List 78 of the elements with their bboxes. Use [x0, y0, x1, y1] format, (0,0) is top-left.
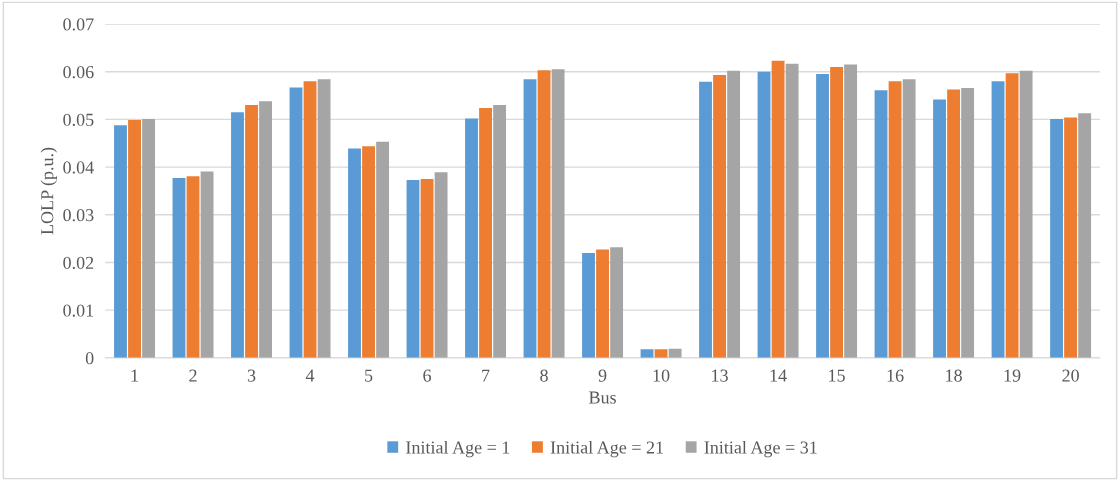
bar: [844, 64, 858, 358]
bar: [406, 179, 420, 358]
bar: [830, 66, 844, 358]
bar: [961, 87, 975, 358]
x-tick-label: 19: [1004, 369, 1021, 382]
bar: [933, 99, 946, 358]
bar: [317, 79, 331, 358]
bar: [200, 171, 214, 358]
bar: [888, 81, 902, 358]
legend-label: Initial Age = 1: [406, 440, 510, 458]
y-tick-label: 0.04: [63, 161, 94, 174]
bar: [465, 118, 478, 358]
x-tick-label: 16: [887, 369, 904, 382]
y-tick-label: 0.03: [63, 209, 94, 222]
bar: [1019, 70, 1033, 358]
bar: [186, 176, 200, 358]
x-tick-label: 8: [540, 369, 548, 382]
bar: [1064, 117, 1078, 358]
bar: [551, 69, 565, 358]
x-tick-label: 2: [189, 369, 197, 382]
bar: [348, 148, 361, 358]
bar: [523, 79, 537, 358]
y-tick-label: 0.05: [63, 113, 94, 126]
bar: [1005, 73, 1019, 358]
legend-label: Initial Age = 21: [550, 440, 663, 458]
bar: [713, 75, 726, 358]
bar: [596, 249, 609, 358]
bar: [816, 74, 829, 358]
bar: [874, 90, 888, 358]
x-axis-title: Bus: [589, 391, 616, 404]
y-tick-label: 0.02: [63, 256, 94, 270]
bar: [699, 81, 712, 358]
bar: [537, 70, 551, 358]
bar: [245, 105, 258, 358]
bar: [947, 89, 961, 358]
bar: [582, 252, 595, 358]
bar: [142, 118, 156, 358]
bar: [434, 172, 448, 358]
x-tick-label: 14: [770, 369, 787, 382]
bar: [757, 71, 771, 358]
bar: [493, 105, 507, 358]
x-tick-label: 1: [131, 369, 138, 382]
bar: [259, 101, 273, 358]
bar: [362, 146, 375, 358]
x-tick-label: 15: [829, 369, 845, 382]
bar: [289, 87, 303, 358]
bar: [610, 247, 624, 358]
bar: [303, 81, 317, 358]
bar: [114, 125, 127, 358]
bar: [172, 178, 186, 358]
bar: [785, 63, 799, 358]
bar: [128, 119, 141, 358]
bar: [991, 81, 1005, 358]
x-tick-label: 18: [946, 369, 962, 382]
x-tick-label: 3: [247, 369, 256, 382]
x-tick-label: 4: [305, 369, 315, 382]
x-tick-label: 9: [598, 369, 607, 382]
y-tick-label: 0: [85, 352, 94, 365]
bar: [420, 179, 434, 358]
x-tick-label: 10: [653, 369, 670, 382]
y-tick-label: 0.01: [63, 304, 94, 317]
y-tick-label: 0.07: [63, 18, 94, 31]
x-tick-label: 13: [712, 369, 728, 382]
y-tick-label: 0.06: [63, 66, 94, 79]
bar: [771, 60, 785, 358]
x-tick-label: 20: [1062, 369, 1079, 382]
bar: [1050, 118, 1063, 358]
y-axis-title: LOLP (p.u.): [40, 147, 58, 235]
bar: [727, 70, 741, 358]
x-tick-label: 5: [365, 369, 373, 382]
bar: [479, 107, 492, 358]
bar: [231, 112, 244, 358]
x-tick-label: 6: [423, 369, 432, 382]
legend-label: Initial Age = 31: [704, 440, 817, 458]
bar: [902, 79, 916, 358]
x-tick-label: 7: [482, 369, 490, 382]
bar: [1078, 113, 1092, 358]
bar: [376, 141, 390, 358]
